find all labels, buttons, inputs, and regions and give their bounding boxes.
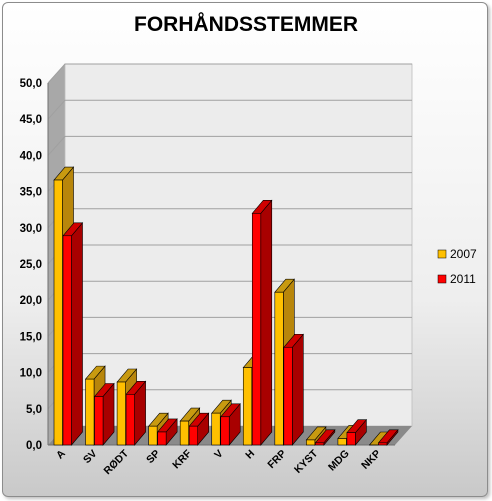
y-tick-label: 50,0 xyxy=(20,78,42,90)
y-tick-label: 30,0 xyxy=(20,223,42,235)
bar-2011-A xyxy=(62,221,84,446)
chart-title: FORHÅNDSSTEMMER xyxy=(134,12,358,36)
y-tick-label: 40,0 xyxy=(20,150,42,162)
bar-front xyxy=(62,235,72,446)
bar-front xyxy=(179,420,189,446)
bar-front xyxy=(274,291,284,446)
bar-front xyxy=(220,416,230,446)
bar-2011-SP xyxy=(156,418,178,446)
bar-2011-SV xyxy=(93,382,115,446)
bar-2011-MDG xyxy=(346,418,368,446)
bar-2011-H xyxy=(251,199,273,446)
x-category-label: A xyxy=(54,447,68,461)
x-category-label: RØDT xyxy=(101,447,131,477)
bar-front xyxy=(157,431,167,446)
legend: 2007 2011 xyxy=(437,247,477,286)
legend-label: 2007 xyxy=(450,247,477,261)
x-category-label: MDG xyxy=(326,448,352,474)
y-tick-label: 15,0 xyxy=(20,331,42,343)
bar-2011-KYST xyxy=(314,429,336,446)
y-tick-label: 10,0 xyxy=(20,368,42,380)
y-tick-label: 35,0 xyxy=(20,187,42,199)
y-tick-label: 0,0 xyxy=(26,440,42,452)
bar-front xyxy=(251,213,262,446)
x-category-label: FRP xyxy=(265,448,288,471)
bars xyxy=(53,166,399,446)
bar-front xyxy=(242,367,253,446)
bar-front xyxy=(53,179,63,446)
bar-front xyxy=(315,442,325,446)
gridline xyxy=(47,135,412,156)
legend-label: 2011 xyxy=(450,272,476,286)
bar-2011-V xyxy=(220,402,241,446)
y-axis-ticks: 0,0 5,0 10,0 15,0 20,0 25,0 30,0 35,0 40,0 45,0 50… xyxy=(20,78,42,452)
bar-front xyxy=(346,432,356,446)
bar-front xyxy=(94,396,104,446)
bar-2011-NKP xyxy=(377,429,399,446)
bar-front xyxy=(306,439,316,446)
y-tick-label: 45,0 xyxy=(20,114,42,126)
bar-2011-RØDT xyxy=(125,380,147,446)
bar-front xyxy=(85,378,95,446)
gridline xyxy=(47,99,412,120)
bar-front xyxy=(211,412,221,446)
bar-front xyxy=(378,442,388,446)
legend-swatch xyxy=(437,274,447,284)
x-category-label: SV xyxy=(81,448,99,466)
bar-front xyxy=(148,425,158,446)
legend-swatch xyxy=(437,249,447,259)
x-category-label: V xyxy=(212,448,225,461)
x-axis-categories: A SV RØDT SP KRF V H FRP KYST MDG NKP xyxy=(54,447,383,477)
bar-front xyxy=(125,394,135,446)
x-category-label: NKP xyxy=(359,448,383,472)
x-category-label: KYST xyxy=(292,447,321,476)
bar-front xyxy=(188,425,198,446)
bar-front xyxy=(337,438,347,446)
bar-side xyxy=(292,333,304,446)
x-category-label: SP xyxy=(144,448,162,466)
y-tick-label: 20,0 xyxy=(20,295,42,307)
bar-side xyxy=(71,221,83,446)
y-tick-label: 5,0 xyxy=(26,404,42,416)
bar-side xyxy=(260,199,273,446)
bar-front xyxy=(116,381,126,446)
y-tick-label: 25,0 xyxy=(20,259,42,271)
x-category-label: H xyxy=(243,448,257,462)
bar-2011-FRP xyxy=(283,333,304,446)
gridline xyxy=(47,63,412,84)
bar-2011-KRF xyxy=(188,412,210,446)
bar-front xyxy=(283,346,293,446)
x-category-label: KRF xyxy=(170,447,194,471)
